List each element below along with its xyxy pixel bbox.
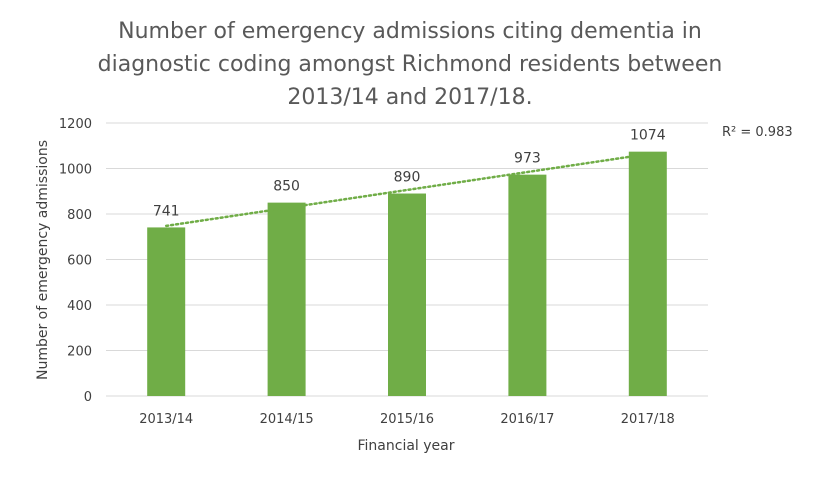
x-tick-label: 2014/15 <box>260 412 314 427</box>
data-label: 1074 <box>630 128 666 144</box>
chart-title: Number of emergency admissions citing de… <box>98 19 723 110</box>
trendline <box>164 152 650 228</box>
x-tick-label: 2013/14 <box>139 412 193 427</box>
x-axis-tick-labels: 2013/14 2014/15 2015/16 2016/17 2017/18 <box>139 412 675 427</box>
y-tick-label: 600 <box>67 254 92 269</box>
x-tick-label: 2017/18 <box>621 412 675 427</box>
y-tick-label: 200 <box>67 345 92 360</box>
x-tick-label: 2015/16 <box>380 412 434 427</box>
data-label: 973 <box>514 151 541 167</box>
y-axis-tick-labels: 0 200 400 600 800 1000 1200 <box>59 117 92 405</box>
bar-2017-18 <box>628 151 667 396</box>
r-squared-label: R² = 0.983 <box>722 125 793 140</box>
x-tick-label: 2016/17 <box>500 412 554 427</box>
trendline-line <box>164 152 650 228</box>
x-axis-title: Financial year <box>358 438 455 454</box>
bar-2016-17 <box>508 174 547 396</box>
bar-2014-15 <box>267 202 306 396</box>
data-label: 890 <box>394 170 421 186</box>
data-label: 850 <box>273 179 300 195</box>
bar-2015-16 <box>388 193 426 396</box>
bar-2013-14 <box>147 227 186 396</box>
y-tick-label: 0 <box>84 390 92 405</box>
y-tick-label: 800 <box>67 208 92 223</box>
y-tick-label: 1000 <box>59 163 92 178</box>
y-tick-label: 400 <box>67 299 92 314</box>
y-tick-label: 1200 <box>59 117 92 132</box>
data-label: 741 <box>153 203 180 219</box>
chart-title-line-3: 2013/14 and 2017/18. <box>287 85 532 110</box>
chart-title-line-2: diagnostic coding amongst Richmond resid… <box>98 52 723 77</box>
y-axis-title: Number of emergency admissions <box>35 140 51 380</box>
chart-title-line-1: Number of emergency admissions citing de… <box>118 19 702 44</box>
bars <box>147 151 667 396</box>
data-labels: 741 850 890 973 1074 <box>153 128 666 220</box>
